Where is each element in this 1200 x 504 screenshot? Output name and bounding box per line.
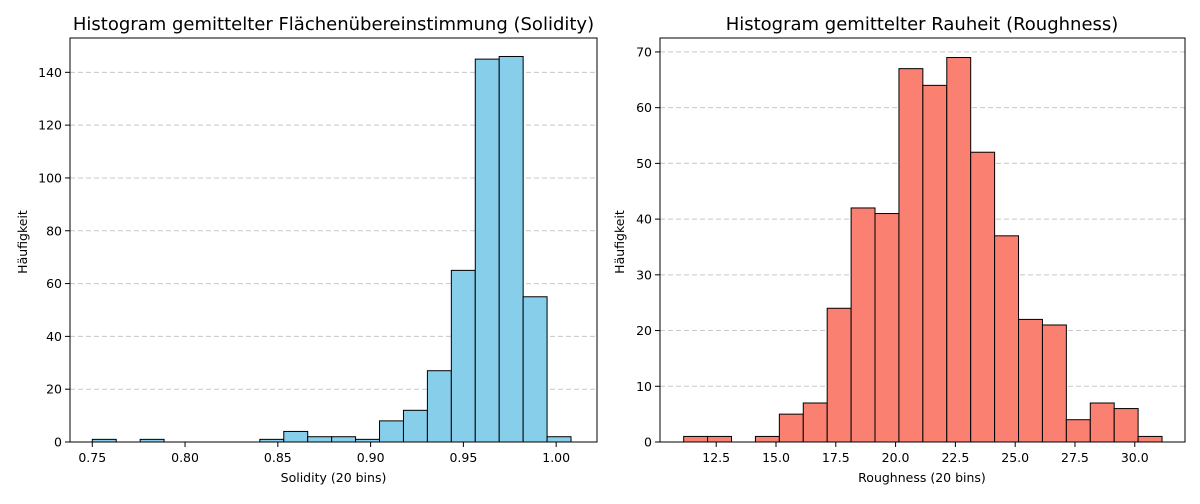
x-axis-ticks: 12.5 15.0 17.5 20.0 22.5 25.0 27.5 30.0: [702, 442, 1149, 465]
histogram-bar: [874, 213, 900, 443]
histogram-bar: [850, 207, 876, 443]
y-tick-label: 0: [644, 435, 652, 450]
histogram-bars: [91, 55, 572, 443]
histogram-bar: [1065, 419, 1091, 443]
chart-title: Histogram gemittelter Flächenübereinstim…: [73, 14, 594, 35]
histogram-bar: [826, 307, 852, 443]
x-tick-label: 25.0: [1001, 450, 1029, 465]
histogram-bar: [1137, 435, 1163, 443]
y-axis-ticks: 0 20 40 60 80 100 120 140: [38, 65, 70, 450]
histogram-bar: [283, 430, 309, 443]
histogram-bar: [970, 151, 996, 443]
y-tick-label: 50: [636, 156, 652, 171]
histogram-bar: [1018, 318, 1043, 443]
solidity-histogram: Histogram gemittelter Flächenübereinstim…: [15, 14, 598, 485]
y-tick-label: 20: [636, 323, 652, 338]
histogram-bar: [331, 436, 357, 443]
x-tick-label: 15.0: [762, 450, 790, 465]
y-tick-label: 40: [636, 212, 652, 227]
x-tick-label: 20.0: [882, 450, 910, 465]
histogram-bar: [522, 296, 548, 443]
x-tick-label: 30.0: [1121, 450, 1149, 465]
histogram-bar: [754, 435, 780, 443]
y-tick-label: 60: [46, 276, 62, 291]
x-axis-ticks: 0.75 0.80 0.85 0.90 0.95 1.00: [78, 442, 570, 465]
x-tick-label: 0.75: [78, 450, 106, 465]
histogram-bar: [707, 435, 733, 443]
histogram-bar: [307, 436, 333, 443]
histogram-bar: [994, 235, 1020, 443]
histogram-bar: [426, 370, 452, 443]
y-axis-label: Häufigkeit: [15, 210, 30, 274]
y-tick-label: 70: [636, 44, 652, 59]
x-axis-label: Roughness (20 bins): [858, 470, 986, 485]
y-tick-label: 40: [46, 329, 62, 344]
x-tick-label: 0.90: [357, 450, 385, 465]
y-tick-label: 80: [46, 223, 62, 238]
y-tick-label: 20: [46, 382, 62, 397]
histogram-bar: [402, 409, 428, 443]
y-tick-label: 120: [38, 118, 62, 133]
x-tick-label: 12.5: [702, 450, 730, 465]
plot-frame: [69, 37, 598, 443]
histogram-bar: [922, 84, 948, 443]
y-axis-label: Häufigkeit: [612, 210, 627, 274]
roughness-histogram: Histogram gemittelter Rauheit (Roughness…: [612, 14, 1186, 485]
x-axis-label: Solidity (20 bins): [281, 470, 387, 485]
histogram-bar: [1113, 408, 1139, 443]
histogram-bar: [1041, 324, 1067, 443]
x-tick-label: 27.5: [1061, 450, 1089, 465]
x-tick-label: 0.85: [264, 450, 292, 465]
y-tick-label: 60: [636, 100, 652, 115]
x-tick-label: 22.5: [941, 450, 969, 465]
histogram-bar: [546, 436, 572, 443]
histogram-bar: [498, 55, 524, 443]
x-tick-label: 0.95: [449, 450, 477, 465]
histogram-bar: [802, 402, 828, 443]
x-tick-label: 1.00: [542, 450, 570, 465]
x-tick-label: 0.80: [171, 450, 199, 465]
y-tick-label: 0: [54, 435, 62, 450]
y-tick-label: 10: [636, 379, 652, 394]
y-axis-ticks: 0 10 20 30 40 50 60 70: [636, 44, 660, 450]
histogram-bar: [450, 269, 476, 443]
histogram-bar: [778, 413, 804, 443]
plot-frame: [659, 37, 1186, 443]
y-tick-label: 100: [38, 170, 62, 185]
y-tick-label: 30: [636, 267, 652, 282]
histogram-bar: [1089, 402, 1115, 443]
histogram-bar: [898, 68, 924, 443]
histogram-bar: [474, 58, 500, 443]
histogram-bar: [946, 57, 972, 443]
x-tick-label: 17.5: [822, 450, 850, 465]
histogram-bar: [683, 435, 709, 443]
histogram-bar: [379, 420, 404, 443]
chart-title: Histogram gemittelter Rauheit (Roughness…: [726, 14, 1119, 35]
histogram-bars: [683, 57, 1163, 443]
y-tick-label: 140: [38, 65, 62, 80]
